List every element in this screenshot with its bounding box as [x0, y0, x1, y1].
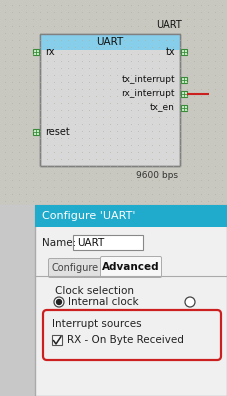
Text: Configure 'UART': Configure 'UART' [42, 211, 136, 221]
Bar [181, 91, 187, 97]
Text: Clock selection: Clock selection [55, 286, 134, 296]
Bar [181, 77, 187, 83]
Text: reset: reset [45, 127, 70, 137]
Bar [181, 105, 187, 111]
Text: tx_interrupt: tx_interrupt [121, 76, 175, 84]
Text: RX - On Byte Received: RX - On Byte Received [67, 335, 184, 345]
Bar [40, 34, 180, 50]
FancyBboxPatch shape [43, 310, 221, 360]
Bar [33, 49, 39, 55]
Bar [181, 49, 187, 55]
Text: UART: UART [96, 37, 124, 47]
Text: Advanced: Advanced [102, 262, 160, 272]
Text: rx: rx [45, 47, 54, 57]
Text: tx_en: tx_en [150, 103, 175, 112]
Text: Name:: Name: [42, 238, 76, 248]
Text: UART: UART [77, 238, 104, 248]
FancyBboxPatch shape [101, 257, 161, 278]
Text: rx_interrupt: rx_interrupt [121, 89, 175, 99]
Text: Interrupt sources: Interrupt sources [52, 319, 142, 329]
FancyBboxPatch shape [49, 259, 101, 278]
Bar [40, 34, 180, 166]
Text: Internal clock: Internal clock [68, 297, 139, 307]
Bar [73, 235, 143, 250]
Bar [0, 0, 227, 205]
Text: tx: tx [165, 47, 175, 57]
Text: UART: UART [156, 20, 182, 30]
Bar [0, 205, 227, 396]
Circle shape [57, 299, 62, 305]
Bar [35, 205, 227, 227]
Circle shape [185, 297, 195, 307]
Bar [35, 205, 227, 396]
Bar [52, 335, 62, 345]
Bar [33, 129, 39, 135]
Text: Configure: Configure [52, 263, 99, 273]
Bar [40, 34, 180, 166]
Circle shape [54, 297, 64, 307]
Text: 9600 bps: 9600 bps [136, 171, 178, 180]
